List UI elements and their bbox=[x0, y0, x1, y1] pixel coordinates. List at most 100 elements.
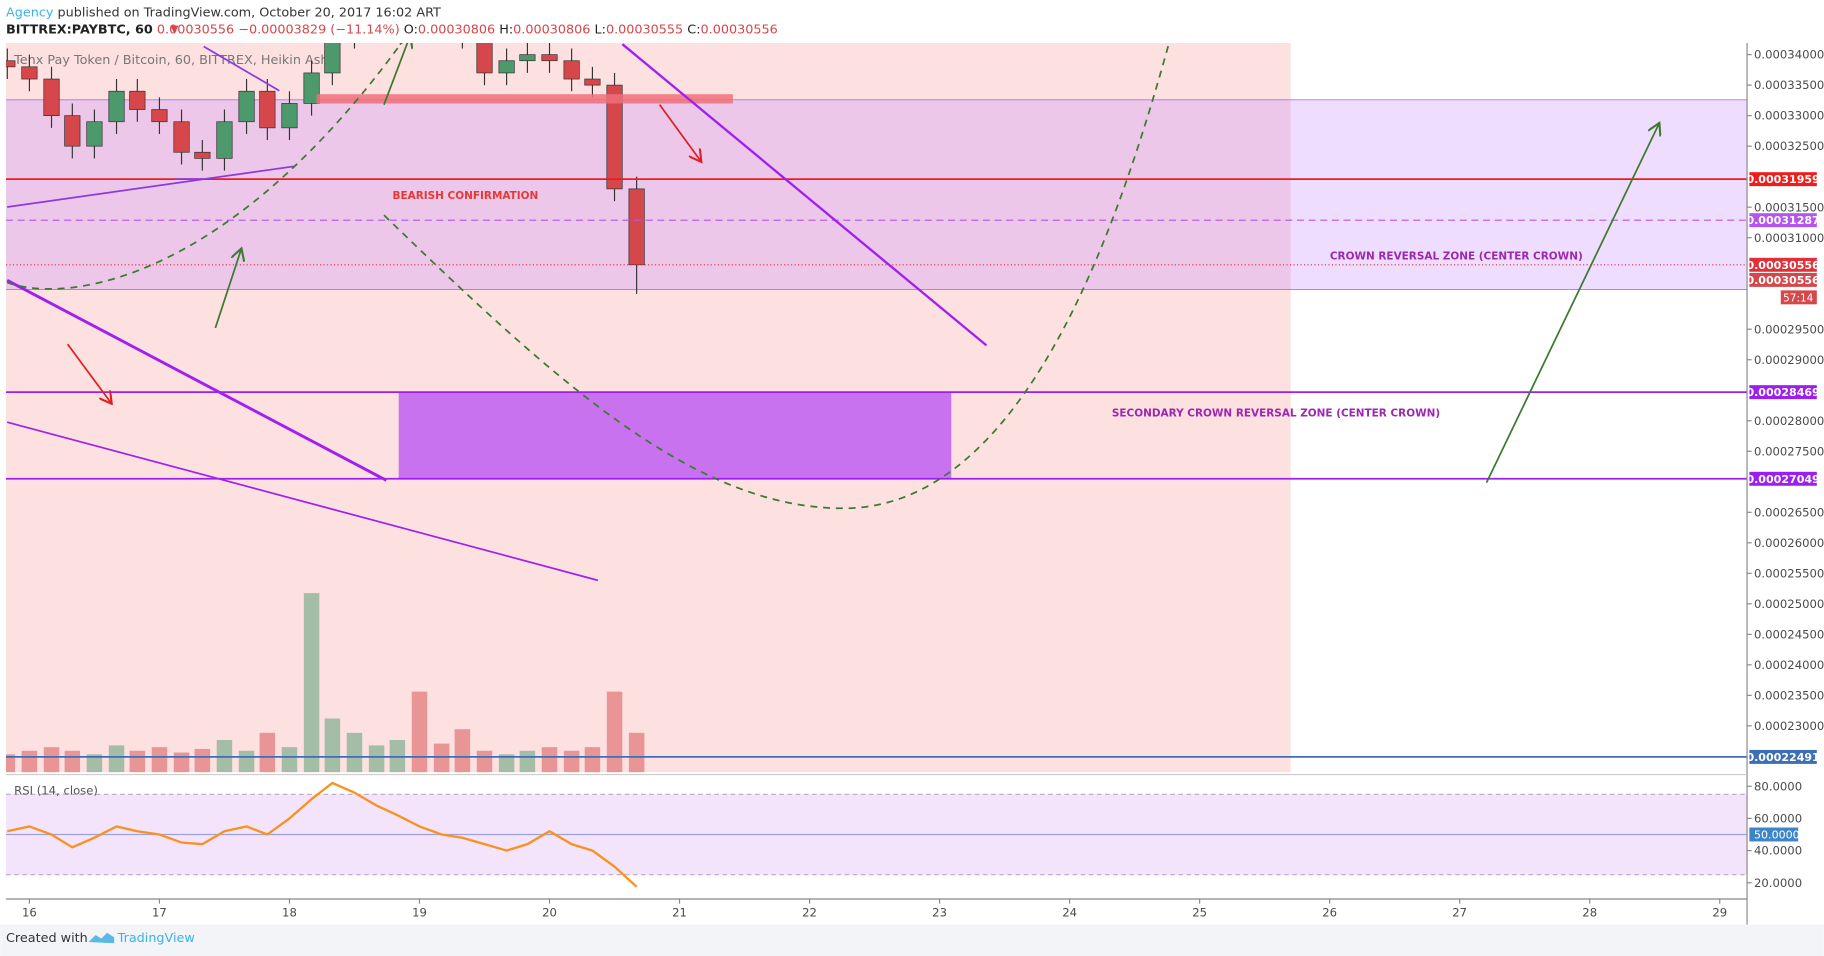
volume-bar bbox=[606, 691, 623, 773]
candle-body bbox=[324, 43, 341, 74]
main-pane: Tenx Pay Token / Bitcoin, 60, BITTREX, H… bbox=[6, 43, 1748, 773]
rsi-badge bbox=[1749, 827, 1799, 842]
crown-zone bbox=[6, 99, 1748, 290]
y-tick-label: 0.00024500 bbox=[1754, 627, 1824, 641]
last-price: 0.00030556 bbox=[157, 23, 234, 38]
change: −0.00003829 (−11.14%) bbox=[238, 23, 399, 38]
candle-body bbox=[151, 109, 168, 123]
x-tick-label: 27 bbox=[1452, 905, 1467, 919]
annotation: SECONDARY CROWN REVERSAL ZONE (CENTER CR… bbox=[1112, 407, 1440, 419]
volume-bar bbox=[346, 732, 363, 773]
y-tick-label: 0.00031500 bbox=[1754, 200, 1824, 214]
y-tick-label: 0.00028000 bbox=[1754, 414, 1824, 428]
arrow-up bbox=[1485, 124, 1659, 484]
x-tick-label: 23 bbox=[932, 905, 947, 919]
candle-body bbox=[303, 72, 320, 104]
volume-bar bbox=[411, 691, 428, 773]
volume-bar bbox=[194, 748, 211, 773]
resistance-box bbox=[316, 94, 733, 104]
y-tick-label: 0.00029500 bbox=[1754, 322, 1824, 336]
volume-bar bbox=[324, 718, 341, 773]
candle-body bbox=[541, 54, 558, 62]
volume-bar bbox=[454, 729, 471, 773]
y-tick-label: 0.00023500 bbox=[1754, 688, 1824, 702]
candle-body bbox=[259, 90, 276, 129]
close-badge-label: 0.00030556 bbox=[1746, 274, 1820, 287]
candle-body bbox=[498, 60, 515, 74]
y-tick-label: 0.00024000 bbox=[1754, 658, 1824, 672]
trend-line bbox=[6, 279, 387, 482]
y-tick-label: 0.00023000 bbox=[1754, 719, 1824, 733]
x-tick-label: 17 bbox=[152, 905, 167, 919]
footer-brand[interactable]: TradingView bbox=[117, 931, 195, 946]
volume-bar bbox=[238, 750, 255, 773]
price-badge bbox=[1749, 471, 1817, 486]
arrow-down bbox=[658, 104, 701, 161]
candle-body bbox=[216, 121, 233, 159]
rsi-title: RSI (14, close) bbox=[14, 783, 98, 797]
volume-bar bbox=[86, 754, 103, 773]
published: published on TradingView.com, October 20… bbox=[53, 5, 441, 20]
price-badge-label: 0.00027049 bbox=[1746, 473, 1819, 486]
volume-bar bbox=[519, 750, 536, 773]
volume-bar bbox=[498, 754, 515, 773]
header-line-1: Agency published on TradingView.com, Oct… bbox=[6, 5, 441, 20]
secondary-zone-box bbox=[398, 392, 952, 479]
countdown: 57:14 bbox=[1783, 292, 1813, 304]
background-layer bbox=[6, 43, 1748, 773]
x-tick-label: 18 bbox=[282, 905, 297, 919]
rsi-tick-label: 80.0000 bbox=[1754, 779, 1802, 793]
trend-line bbox=[203, 45, 280, 92]
volume-bar bbox=[108, 745, 125, 773]
header-line-2: BITTREX:PAYBTC, 60 0.00030556 −0.0000382… bbox=[6, 23, 778, 38]
volume-bar bbox=[476, 750, 493, 773]
volume-bar bbox=[173, 752, 190, 773]
y-tick-label: 0.00034000 bbox=[1754, 48, 1824, 62]
annotation: CROWN REVERSAL ZONE (CENTER CROWN) bbox=[1330, 250, 1583, 262]
price-badge bbox=[1749, 213, 1817, 228]
y-tick-label: 0.00033000 bbox=[1754, 109, 1824, 123]
x-tick-label: 22 bbox=[802, 905, 817, 919]
volume-bar bbox=[303, 593, 320, 773]
ohlc-label: H: bbox=[499, 23, 513, 38]
price-badge-label: 0.00028469 bbox=[1746, 386, 1819, 399]
brand-logo[interactable] bbox=[88, 932, 115, 944]
y-tick-label: 0.00032500 bbox=[1754, 139, 1824, 153]
ohlc-label: L: bbox=[595, 23, 606, 38]
annotation: BEARISH CONFIRMATION bbox=[393, 190, 539, 202]
trend-line bbox=[621, 43, 988, 347]
volume-bar bbox=[541, 747, 558, 773]
price-badge bbox=[1749, 257, 1817, 272]
volume-bar bbox=[6, 754, 16, 773]
x-tick-label: 21 bbox=[672, 905, 687, 919]
ohlc-label: C: bbox=[687, 23, 700, 38]
x-tick-label: 19 bbox=[412, 905, 427, 919]
arrow-down bbox=[66, 343, 111, 402]
candle-body bbox=[519, 54, 536, 62]
footer-created: Created with bbox=[6, 931, 88, 946]
axes: 0.00031959 0.00031287 0.00030556 0.00028469… bbox=[22, 48, 1824, 920]
annotations: BEARISH CONFIRMATION CROWN REVERSAL ZONE … bbox=[393, 190, 1583, 419]
rsi-tick-label: 20.0000 bbox=[1754, 876, 1802, 890]
close-badge bbox=[1749, 272, 1817, 287]
price-badge-label: 0.00031287 bbox=[1746, 214, 1819, 227]
volume-bar bbox=[43, 747, 60, 773]
candle-body bbox=[238, 90, 255, 123]
trend-line bbox=[6, 421, 599, 582]
trend-line bbox=[7, 165, 295, 208]
crown-arc bbox=[383, 43, 1170, 510]
author-link[interactable]: Agency bbox=[6, 5, 54, 20]
candle-body bbox=[21, 66, 38, 80]
arrow-up bbox=[214, 250, 241, 329]
x-tick-label: 16 bbox=[22, 905, 37, 919]
ohlc-value: 0.00030806 bbox=[513, 23, 590, 38]
volume-bar bbox=[129, 750, 146, 773]
volume-bar bbox=[64, 750, 81, 773]
candle-body bbox=[173, 121, 190, 153]
ohlc-line: BITTREX:PAYBTC, 60 0.00030556 −0.0000382… bbox=[6, 23, 778, 38]
candle-body bbox=[606, 84, 623, 190]
volume-bar bbox=[281, 747, 298, 773]
candle-body bbox=[628, 188, 645, 266]
volume-bar bbox=[259, 732, 276, 773]
